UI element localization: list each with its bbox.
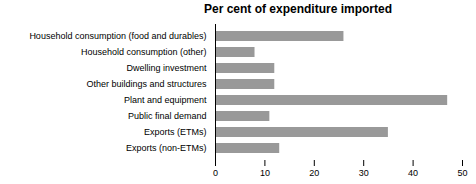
svg-text:Dwelling investment: Dwelling investment <box>126 63 207 73</box>
svg-text:50: 50 <box>457 168 467 178</box>
svg-text:10: 10 <box>260 168 270 178</box>
svg-text:Exports (ETMs): Exports (ETMs) <box>144 127 207 137</box>
svg-text:Plant and equipment: Plant and equipment <box>124 95 207 105</box>
svg-text:Exports (non-ETMs): Exports (non-ETMs) <box>126 143 207 153</box>
html-text:Per cent of expenditure import: Per cent of expenditure imported <box>204 2 392 16</box>
svg-text:Other buildings and structures: Other buildings and structures <box>86 79 207 89</box>
svg-text:0: 0 <box>213 168 218 178</box>
svg-text:20: 20 <box>309 168 319 178</box>
svg-text:30: 30 <box>359 168 369 178</box>
svg-text:Household consumption (food an: Household consumption (food and durables… <box>29 31 206 41</box>
svg-text:40: 40 <box>408 168 418 178</box>
svg-text:Public final demand: Public final demand <box>128 111 207 121</box>
svg-text:Household consumption (other): Household consumption (other) <box>81 47 207 57</box>
